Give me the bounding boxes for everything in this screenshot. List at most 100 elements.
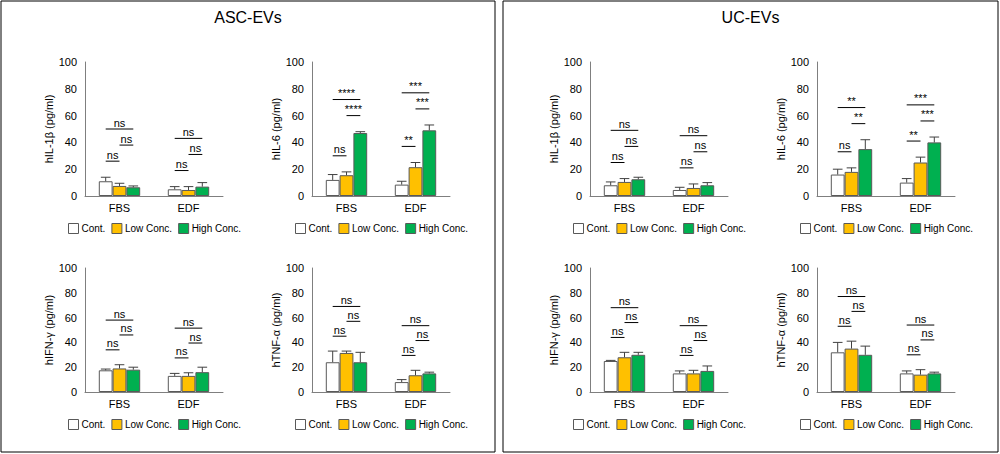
svg-text:ns: ns	[410, 313, 422, 325]
svg-text:40: 40	[292, 136, 304, 148]
svg-text:ASC-EVs: ASC-EVs	[214, 9, 282, 26]
svg-text:ns: ns	[922, 327, 934, 339]
svg-text:80: 80	[570, 83, 582, 95]
svg-text:20: 20	[797, 163, 809, 175]
svg-text:hIL-1β (pg/ml): hIL-1β (pg/ml)	[43, 95, 55, 164]
svg-text:EDF: EDF	[178, 202, 200, 214]
svg-text:FBS: FBS	[841, 398, 862, 410]
svg-text:ns: ns	[626, 134, 638, 146]
svg-text:0: 0	[576, 386, 582, 398]
svg-text:80: 80	[570, 287, 582, 299]
svg-text:40: 40	[65, 336, 77, 348]
svg-text:40: 40	[797, 136, 809, 148]
svg-text:20: 20	[292, 163, 304, 175]
svg-text:ns: ns	[107, 337, 119, 349]
svg-text:ns: ns	[612, 325, 624, 337]
svg-text:ns: ns	[839, 314, 851, 326]
svg-text:EDF: EDF	[910, 202, 932, 214]
svg-text:ns: ns	[341, 294, 353, 306]
svg-text:ns: ns	[183, 126, 195, 138]
svg-text:ns: ns	[619, 118, 631, 130]
svg-text:***: ***	[921, 108, 935, 120]
svg-text:20: 20	[570, 163, 582, 175]
svg-text:UC-EVs: UC-EVs	[722, 9, 780, 26]
svg-text:ns: ns	[695, 139, 707, 151]
svg-text:100: 100	[791, 56, 809, 68]
svg-text:ns: ns	[626, 310, 638, 322]
svg-text:hTNF-α (pg/ml): hTNF-α (pg/ml)	[270, 293, 282, 368]
svg-text:ns: ns	[403, 343, 415, 355]
svg-text:ns: ns	[908, 342, 920, 354]
svg-text:0: 0	[803, 190, 809, 202]
svg-text:hIL-6 (pg/ml): hIL-6 (pg/ml)	[775, 98, 787, 160]
svg-text:ns: ns	[612, 150, 624, 162]
svg-text:ns: ns	[183, 316, 195, 328]
svg-text:0: 0	[71, 190, 77, 202]
svg-text:80: 80	[65, 287, 77, 299]
svg-text:0: 0	[803, 386, 809, 398]
svg-text:Cont.: Cont.	[587, 223, 611, 234]
svg-text:**: **	[909, 129, 918, 141]
svg-text:0: 0	[298, 386, 304, 398]
svg-text:100: 100	[59, 56, 77, 68]
svg-text:High Conc.: High Conc.	[192, 419, 241, 430]
svg-text:40: 40	[570, 136, 582, 148]
svg-text:60: 60	[292, 312, 304, 324]
svg-text:ns: ns	[853, 299, 865, 311]
svg-text:60: 60	[797, 312, 809, 324]
svg-text:ns: ns	[121, 322, 133, 334]
svg-text:40: 40	[570, 336, 582, 348]
svg-text:ns: ns	[688, 313, 700, 325]
svg-text:FBS: FBS	[841, 202, 862, 214]
svg-text:40: 40	[797, 336, 809, 348]
svg-text:ns: ns	[846, 284, 858, 296]
svg-text:Cont.: Cont.	[309, 223, 333, 234]
svg-text:Cont.: Cont.	[82, 223, 106, 234]
svg-text:ns: ns	[121, 133, 133, 145]
svg-text:Low Conc.: Low Conc.	[125, 223, 172, 234]
svg-text:High Conc.: High Conc.	[419, 223, 468, 234]
svg-text:***: ***	[914, 92, 928, 104]
svg-text:High Conc.: High Conc.	[924, 419, 973, 430]
svg-text:Cont.: Cont.	[309, 419, 333, 430]
svg-text:FBS: FBS	[614, 202, 635, 214]
svg-text:**: **	[404, 134, 413, 146]
svg-text:ns: ns	[334, 324, 346, 336]
svg-text:**: **	[854, 111, 863, 123]
svg-text:0: 0	[71, 386, 77, 398]
svg-text:80: 80	[292, 83, 304, 95]
svg-text:Low Conc.: Low Conc.	[630, 223, 677, 234]
svg-text:hTNF-α (pg/ml): hTNF-α (pg/ml)	[775, 293, 787, 368]
svg-text:hIFN-γ (pg/ml): hIFN-γ (pg/ml)	[548, 295, 560, 365]
svg-text:80: 80	[292, 287, 304, 299]
svg-text:0: 0	[576, 190, 582, 202]
svg-text:High Conc.: High Conc.	[697, 223, 746, 234]
svg-text:0: 0	[298, 190, 304, 202]
svg-text:80: 80	[65, 83, 77, 95]
svg-text:60: 60	[65, 110, 77, 122]
svg-text:EDF: EDF	[910, 398, 932, 410]
svg-text:ns: ns	[114, 117, 126, 129]
svg-text:60: 60	[797, 110, 809, 122]
svg-text:20: 20	[292, 361, 304, 373]
svg-text:100: 100	[59, 262, 77, 274]
svg-text:FBS: FBS	[336, 202, 357, 214]
svg-text:ns: ns	[190, 331, 202, 343]
svg-text:40: 40	[65, 136, 77, 148]
svg-text:FBS: FBS	[109, 398, 130, 410]
svg-text:hIL-6 (pg/ml): hIL-6 (pg/ml)	[270, 98, 282, 160]
svg-text:ns: ns	[839, 139, 851, 151]
svg-text:100: 100	[564, 56, 582, 68]
svg-text:**: **	[847, 95, 856, 107]
svg-text:ns: ns	[176, 345, 188, 357]
svg-text:20: 20	[65, 361, 77, 373]
svg-text:ns: ns	[348, 309, 360, 321]
svg-text:40: 40	[292, 336, 304, 348]
svg-text:Cont.: Cont.	[814, 419, 838, 430]
svg-text:ns: ns	[695, 328, 707, 340]
svg-text:ns: ns	[107, 149, 119, 161]
svg-text:***: ***	[416, 96, 430, 108]
svg-text:Low Conc.: Low Conc.	[352, 223, 399, 234]
svg-text:100: 100	[791, 262, 809, 274]
svg-text:ns: ns	[688, 123, 700, 135]
